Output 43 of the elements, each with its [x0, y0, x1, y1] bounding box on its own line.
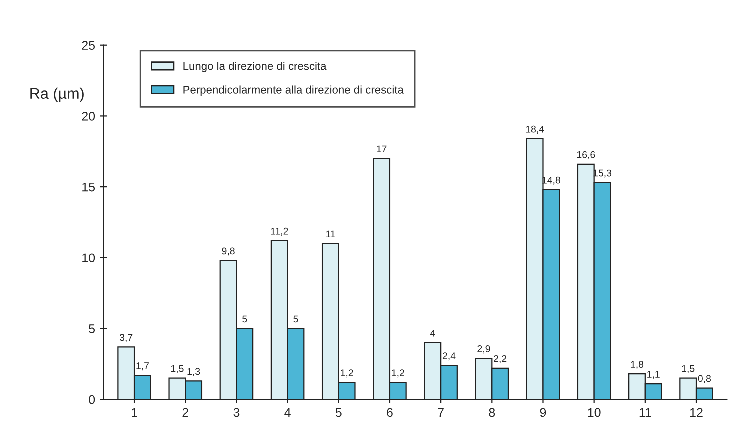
x-tick-label: 5 — [336, 408, 342, 418]
legend-label: Perpendicolarmente alla direzione di crescita — [184, 86, 404, 96]
data-label: 17 — [377, 146, 387, 153]
legend-label: Lungo la direzione di crescita — [184, 62, 327, 72]
data-label: 3,7 — [120, 334, 133, 342]
y-tick-label: 0 — [89, 395, 96, 404]
data-label: 5 — [242, 316, 248, 323]
data-label: 2,4 — [442, 352, 456, 361]
data-label: 16,6 — [577, 151, 596, 160]
y-tick-label: 5 — [89, 324, 96, 334]
data-label: 1,8 — [631, 361, 644, 370]
x-tick-label: 7 — [438, 408, 444, 417]
y-tick-label: 10 — [82, 254, 96, 263]
x-tick-label: 10 — [588, 408, 601, 418]
data-label: 1,2 — [392, 370, 404, 378]
x-tick-label: 3 — [234, 408, 240, 418]
x-tick-label: 9 — [540, 408, 546, 418]
x-tick-label: 12 — [690, 408, 703, 417]
data-label: 1,3 — [188, 368, 200, 376]
y-tick-label: 20 — [82, 112, 96, 121]
data-label: 1,5 — [171, 365, 184, 374]
data-label: 9,8 — [222, 248, 235, 256]
y-axis-title: Ra (µm) — [30, 88, 84, 102]
y-tick-label: 25 — [82, 41, 96, 50]
data-label: 0,8 — [698, 375, 712, 384]
data-label: 1,7 — [136, 362, 149, 371]
data-label: 2,9 — [478, 346, 490, 354]
data-label: 18,4 — [526, 126, 544, 134]
data-label: 1,1 — [648, 371, 660, 380]
data-label: 11 — [326, 230, 336, 238]
data-label: 1,2 — [341, 370, 354, 378]
x-tick-label: 2 — [182, 408, 188, 417]
y-tick-label: 15 — [82, 182, 96, 192]
data-label: 4 — [430, 330, 436, 337]
data-label: 2,2 — [494, 355, 507, 364]
x-tick-label: 1 — [132, 408, 138, 417]
x-tick-label: 11 — [640, 408, 652, 417]
data-label: 5 — [294, 316, 298, 323]
data-label: 1,5 — [682, 365, 695, 374]
x-tick-label: 6 — [387, 408, 393, 418]
x-tick-label: 4 — [284, 408, 291, 417]
x-tick-label: 8 — [489, 408, 496, 418]
data-label: 11,2 — [271, 228, 288, 236]
